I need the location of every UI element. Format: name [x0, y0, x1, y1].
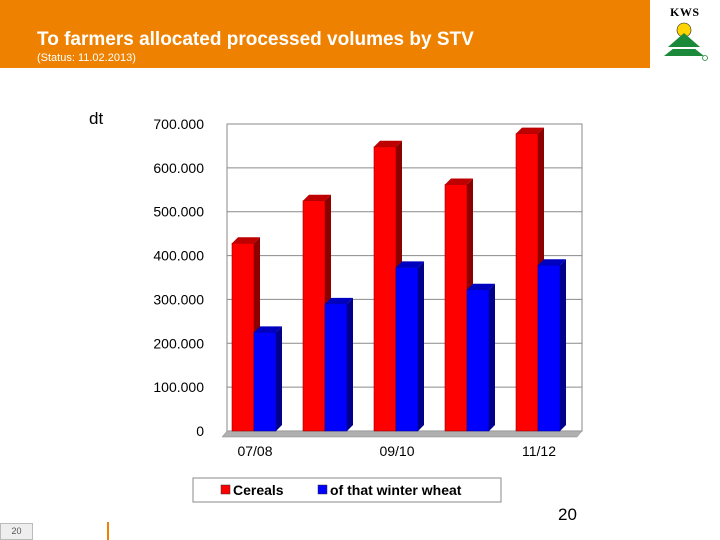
logo-text: KWS: [670, 5, 700, 19]
bar-front: of that winter wheat 07/08: 225000: [253, 332, 277, 432]
bar-side: [347, 297, 353, 431]
y-tick-label: 600.000: [153, 160, 204, 176]
bar-side: [276, 326, 282, 431]
legend-label: Cereals: [233, 482, 284, 498]
y-tick-label: 700.000: [153, 116, 204, 132]
legend-swatch: [220, 484, 231, 495]
bar-top: [445, 178, 473, 185]
slide-number-box: 20: [0, 523, 33, 540]
page-number: 20: [558, 505, 577, 524]
bar-front: of that winter wheat 10/11: 322000: [466, 289, 490, 432]
bar-of-that-winter-wheat: of that winter wheat 10/11: 322000: [466, 283, 495, 432]
y-tick-label: 500.000: [153, 204, 204, 220]
slide-title: To farmers allocated processed volumes b…: [37, 29, 474, 50]
bar-side: [560, 259, 566, 431]
bar-top: [303, 194, 331, 201]
legend-label: of that winter wheat: [330, 482, 462, 498]
y-tick-label: 300.000: [153, 291, 204, 307]
bar-front: of that winter wheat 11/12: 378000: [537, 264, 561, 432]
y-tick-label: 0: [196, 423, 204, 439]
bar-top: [516, 127, 544, 134]
footer-divider: [107, 522, 109, 540]
legend-swatch: [317, 484, 328, 495]
x-tick-label: 11/12: [522, 443, 556, 459]
bar-of-that-winter-wheat: of that winter wheat 09/10: 373000: [395, 261, 424, 432]
y-tick-label: 200.000: [153, 335, 204, 351]
bar-front: Cereals 10/11: 562000: [444, 184, 468, 432]
y-tick-label: 100.000: [153, 379, 204, 395]
bar-top: [467, 283, 495, 290]
bar-top: [232, 237, 260, 244]
bar-top: [254, 326, 282, 333]
bar-front: Cereals 08/09: 525000: [302, 200, 326, 432]
bar-front: of that winter wheat 08/09: 290000: [324, 303, 348, 432]
bar-top: [325, 297, 353, 304]
bar-front: Cereals 07/08: 428000: [231, 242, 255, 432]
bar-of-that-winter-wheat: of that winter wheat 11/12: 378000: [537, 259, 566, 432]
bar-side: [489, 283, 495, 431]
y-axis-label: dt: [89, 109, 103, 128]
legend-box: [192, 477, 502, 503]
bar-top: [374, 140, 402, 147]
bar-of-that-winter-wheat: of that winter wheat 07/08: 225000: [253, 326, 282, 432]
bar-of-that-winter-wheat: of that winter wheat 08/09: 290000: [324, 297, 353, 432]
bar-front: Cereals 11/12: 678000: [515, 133, 539, 432]
y-tick-label: 400.000: [153, 248, 204, 264]
bar-front: of that winter wheat 09/10: 373000: [395, 267, 419, 432]
kws-logo-icon: [664, 22, 708, 61]
bar-top: [538, 259, 566, 266]
bar-top: [396, 261, 424, 268]
header-bar: To farmers allocated processed volumes b…: [0, 0, 650, 68]
legend: Cereals of that winter wheat: [192, 477, 502, 503]
status-date: (Status: 11.02.2013): [37, 52, 136, 64]
x-tick-label: 09/10: [379, 443, 414, 459]
bar-front: Cereals 09/10: 648000: [373, 146, 397, 432]
plot-floor: [221, 430, 583, 438]
kws-logo: [654, 0, 720, 68]
x-tick-label: 07/08: [237, 443, 272, 459]
bar-side: [418, 261, 424, 431]
